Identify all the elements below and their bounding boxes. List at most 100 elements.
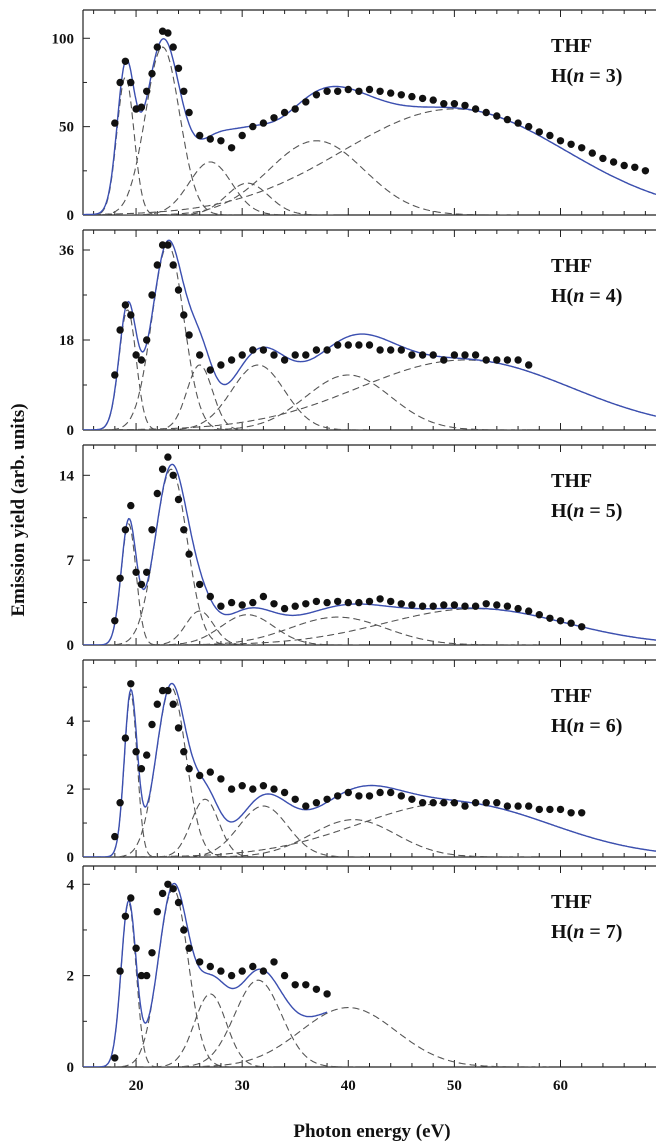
- data-point: [461, 802, 469, 810]
- data-point: [185, 550, 193, 558]
- data-point: [482, 600, 490, 608]
- data-point: [291, 981, 299, 989]
- component-curve-1: [104, 692, 158, 857]
- fit-curve: [83, 882, 328, 1067]
- data-point: [312, 91, 321, 99]
- data-point: [111, 119, 119, 127]
- panel-label-molecule: THF: [551, 470, 592, 492]
- data-point: [588, 149, 596, 157]
- data-point: [206, 768, 214, 776]
- data-point: [116, 574, 124, 582]
- panel-label-state: H(n = 5): [551, 500, 622, 522]
- data-point: [323, 346, 331, 354]
- data-point: [535, 128, 543, 136]
- data-point: [387, 597, 395, 606]
- data-point: [471, 799, 480, 807]
- component-curve-6: [83, 359, 656, 430]
- data-point: [238, 351, 246, 359]
- data-point: [121, 301, 130, 309]
- data-point: [387, 346, 395, 354]
- data-point: [556, 137, 565, 145]
- data-point: [169, 700, 177, 708]
- x-axis-tick-labels: 20 30 40 50 60: [129, 1078, 568, 1094]
- data-point: [418, 351, 427, 359]
- data-point: [238, 131, 246, 140]
- data-point: [312, 985, 321, 993]
- data-point: [249, 598, 257, 607]
- y-tick-label: 36: [59, 243, 75, 259]
- data-point: [259, 967, 268, 975]
- data-point: [206, 962, 214, 971]
- fit-curve: [83, 239, 656, 430]
- data-point: [429, 351, 437, 359]
- component-curve-4: [158, 182, 337, 215]
- data-point: [641, 167, 650, 175]
- component-curve-3: [143, 993, 278, 1067]
- component-curve-5: [137, 616, 539, 645]
- data-point: [121, 734, 130, 742]
- data-point: [148, 69, 156, 78]
- plot-area: [83, 27, 656, 215]
- data-point: [440, 601, 448, 609]
- data-point: [196, 958, 204, 966]
- data-point: [132, 944, 140, 952]
- data-point: [238, 782, 246, 790]
- data-point: [153, 489, 161, 498]
- y-tick-label: 7: [67, 553, 75, 569]
- component-curve-1: [89, 76, 161, 215]
- data-point: [291, 105, 299, 113]
- fit-curve: [83, 37, 656, 215]
- panel-1: 0 50 100 THF H(n = 3): [52, 9, 656, 224]
- plot-area: [83, 239, 656, 430]
- data-point: [249, 346, 257, 354]
- y-tick-label: 4: [67, 877, 75, 893]
- plot-area: [83, 680, 656, 857]
- data-point: [217, 361, 225, 369]
- data-point: [259, 782, 268, 790]
- panel-label-molecule: THF: [551, 891, 592, 913]
- component-curve-5: [175, 819, 532, 857]
- data-point: [185, 331, 193, 339]
- data-point: [227, 598, 236, 607]
- data-point: [323, 87, 331, 96]
- y-tick-label: 4: [67, 714, 75, 730]
- data-point: [143, 87, 151, 96]
- data-point: [631, 163, 639, 171]
- data-point: [514, 604, 522, 613]
- plot-area: [83, 453, 656, 645]
- component-curve-2: [108, 686, 233, 857]
- data-point: [143, 336, 151, 344]
- panel-4: 0 2 4 THF H(n = 6): [67, 659, 656, 866]
- data-point: [344, 788, 352, 797]
- data-point: [164, 880, 172, 888]
- data-point: [132, 748, 140, 756]
- data-point: [185, 944, 193, 952]
- data-point: [355, 87, 363, 96]
- data-point: [620, 161, 628, 170]
- data-point: [365, 597, 374, 606]
- data-point: [387, 788, 395, 797]
- data-point: [164, 29, 172, 37]
- y-tick-label: 2: [67, 969, 75, 985]
- y-tick-label: 0: [67, 423, 75, 439]
- component-curve-3: [147, 798, 263, 857]
- data-point: [217, 775, 225, 783]
- data-point: [148, 949, 156, 957]
- panel-5: 0 2 4 THF H(n = 7): [67, 865, 656, 1076]
- data-point: [164, 686, 172, 695]
- data-point: [578, 809, 586, 817]
- data-point: [302, 98, 310, 106]
- data-point: [180, 311, 188, 319]
- data-point: [158, 889, 167, 898]
- component-curve-3: [141, 610, 258, 645]
- data-point: [116, 326, 124, 334]
- data-point: [196, 771, 204, 780]
- data-point: [169, 471, 177, 479]
- data-point: [440, 799, 448, 807]
- data-point: [137, 356, 146, 364]
- component-curve-6: [83, 108, 656, 215]
- data-point: [525, 802, 533, 810]
- data-point: [461, 351, 469, 359]
- panel-2: 0 18 36 THF H(n = 4): [59, 229, 656, 439]
- data-point: [609, 158, 618, 166]
